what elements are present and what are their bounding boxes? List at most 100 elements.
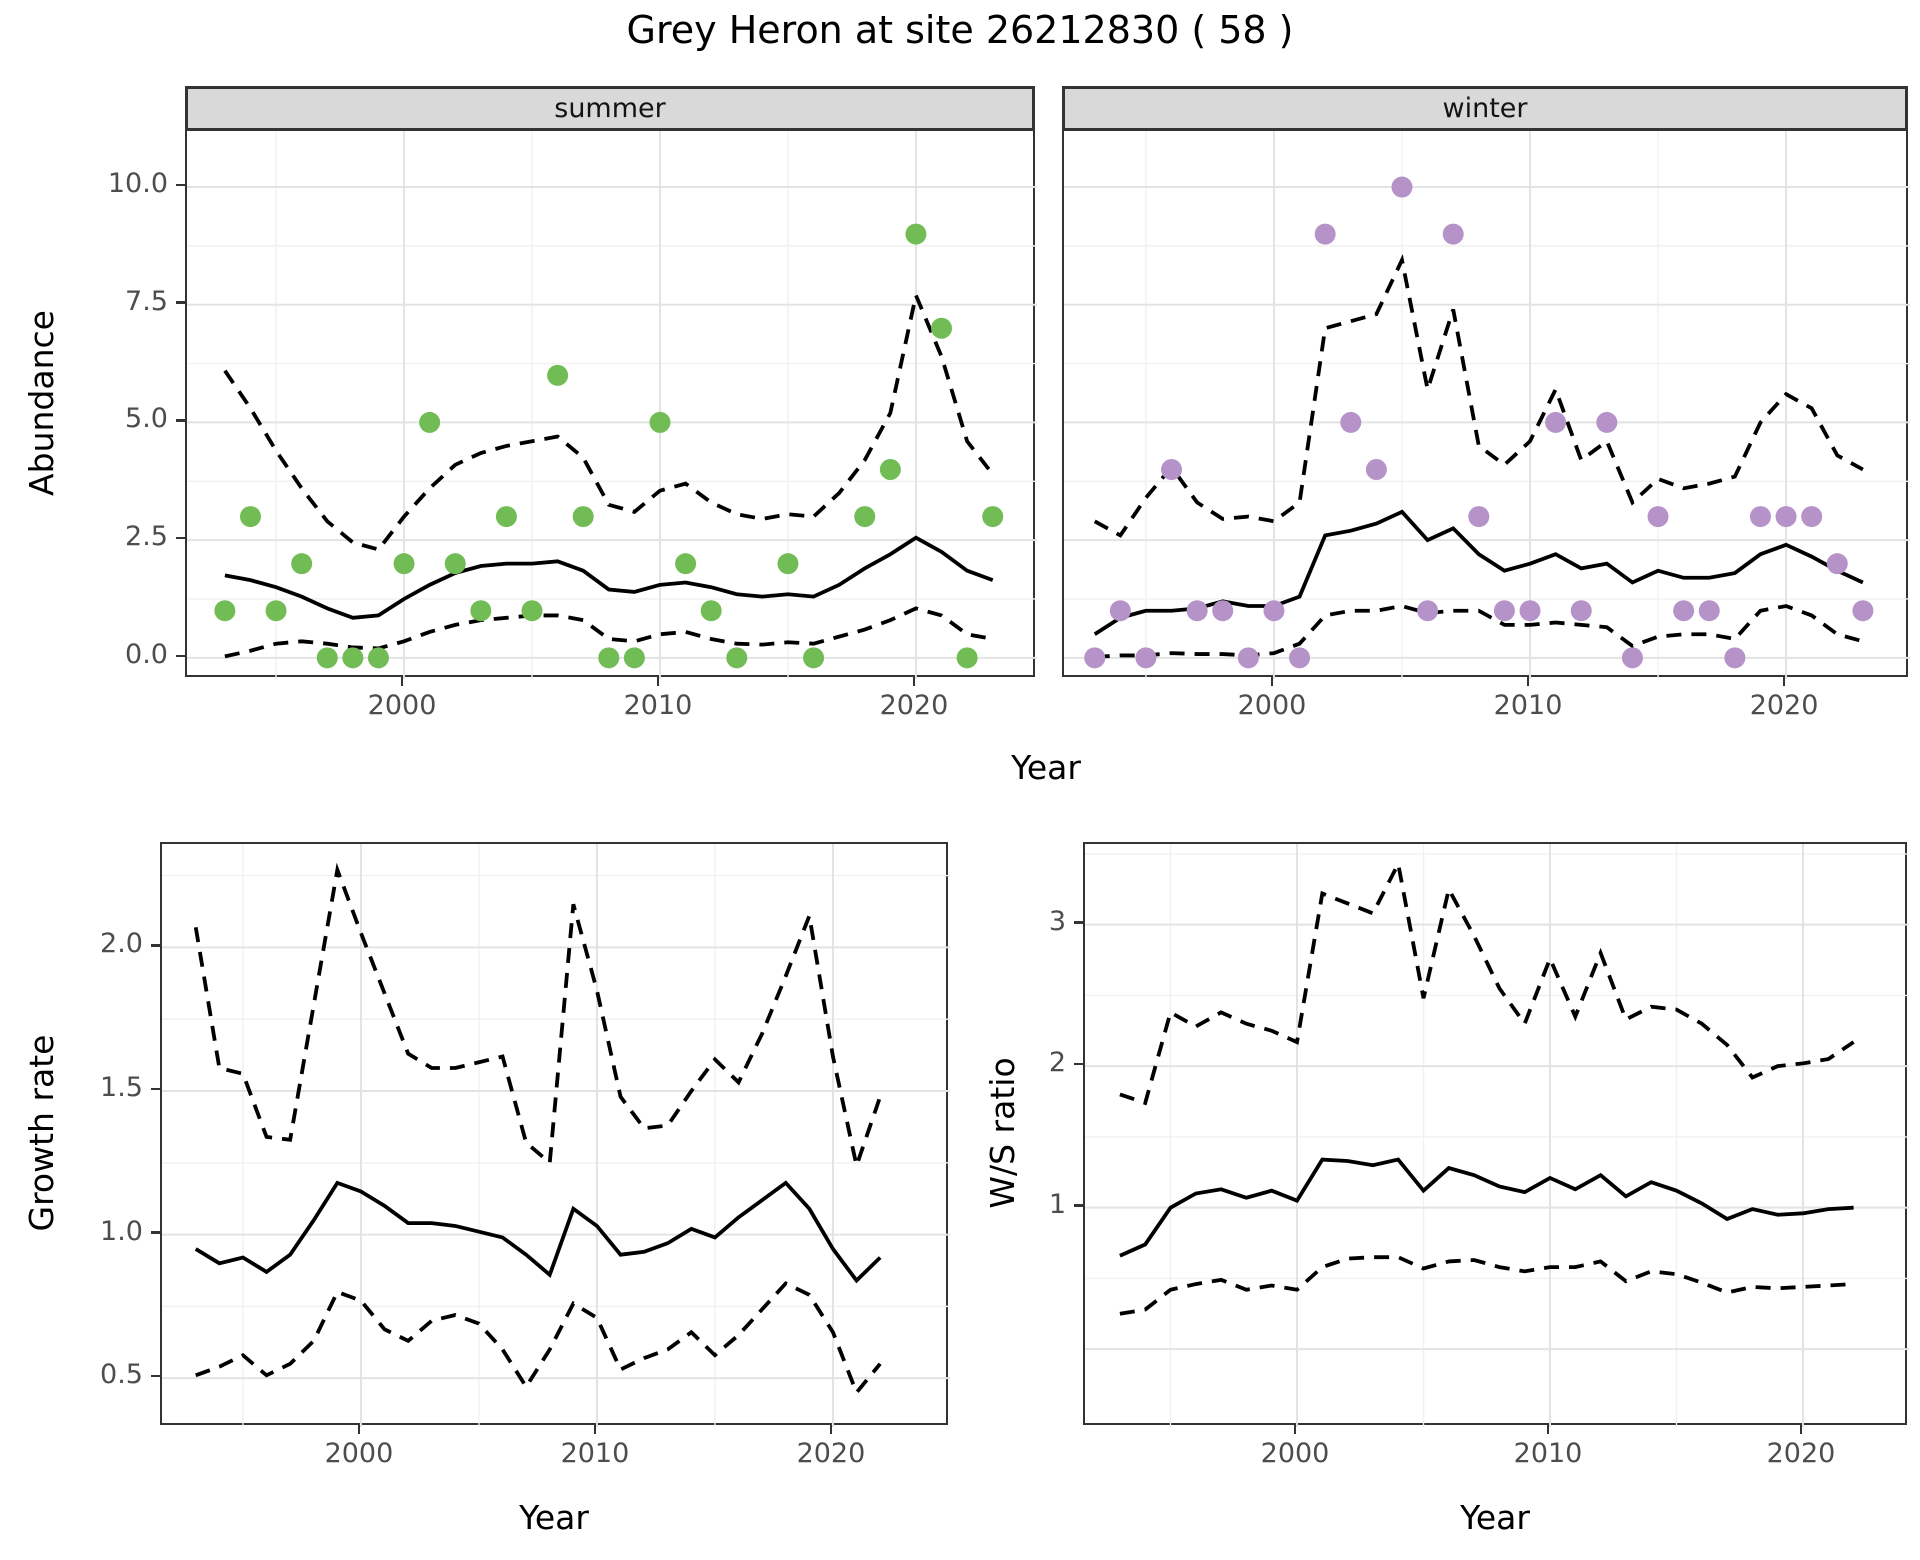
y-tick-label: 2.5 bbox=[125, 521, 168, 553]
x-tick-mark bbox=[1293, 1425, 1297, 1434]
summer-point bbox=[726, 647, 748, 669]
x-tick-mark bbox=[1270, 677, 1274, 686]
winter-point bbox=[1724, 647, 1746, 669]
y-tick-label: 1.5 bbox=[100, 1071, 143, 1103]
y-tick-label: 2 bbox=[1048, 1047, 1066, 1079]
y-axis-title-abundance: Abundance bbox=[22, 310, 61, 496]
x-tick-label: 2000 bbox=[1260, 1438, 1330, 1469]
summer-point bbox=[214, 600, 236, 622]
summer-point bbox=[931, 317, 953, 339]
summer-point bbox=[393, 553, 415, 575]
winter-point bbox=[1826, 553, 1848, 575]
x-tick-label: 2010 bbox=[560, 1438, 630, 1469]
summer-point bbox=[572, 506, 594, 528]
summer-point bbox=[675, 553, 697, 575]
summer-mean-line bbox=[224, 535, 994, 620]
ws-upper95-line bbox=[1119, 857, 1855, 1106]
grid-minor bbox=[187, 131, 1037, 679]
x-tick-label: 2010 bbox=[623, 690, 693, 721]
x-tick-mark bbox=[1546, 1425, 1550, 1434]
summer-point bbox=[777, 553, 799, 575]
grid-major bbox=[187, 131, 1037, 679]
summer-point bbox=[342, 647, 364, 669]
summer-point bbox=[905, 223, 927, 245]
y-tick-mark bbox=[176, 419, 185, 422]
winter-point bbox=[1673, 600, 1695, 622]
y-tick-label: 2.0 bbox=[100, 928, 143, 960]
y-tick-mark bbox=[151, 944, 160, 947]
facet-strip-winter-label: winter bbox=[1442, 93, 1528, 124]
y-tick-mark bbox=[176, 301, 185, 304]
ws-ratio-panel bbox=[1083, 842, 1909, 1427]
grid-minor bbox=[1085, 844, 1909, 1427]
grid-minor bbox=[1064, 131, 1910, 679]
x-tick-label: 2000 bbox=[1237, 690, 1307, 721]
x-axis-title-year-top: Year bbox=[1011, 748, 1081, 787]
y-axis-title-growth-rate: Growth rate bbox=[22, 1034, 61, 1232]
x-tick-mark bbox=[656, 677, 660, 686]
facet-strip-summer: summer bbox=[185, 86, 1035, 131]
page-title: Grey Heron at site 26212830 ( 58 ) bbox=[626, 8, 1294, 52]
winter-point bbox=[1442, 223, 1464, 245]
growth-rate-panel bbox=[160, 842, 950, 1427]
y-tick-label: 7.5 bbox=[125, 285, 168, 317]
winter-point bbox=[1391, 176, 1413, 198]
winter-point bbox=[1519, 600, 1541, 622]
ws-lower95-line bbox=[1119, 1255, 1854, 1316]
y-tick-mark bbox=[1074, 921, 1083, 924]
winter-point bbox=[1212, 600, 1234, 622]
abundance-winter-panel bbox=[1062, 129, 1910, 679]
summer-point bbox=[265, 600, 287, 622]
x-tick-label: 2020 bbox=[796, 1438, 866, 1469]
winter-point bbox=[1340, 411, 1362, 433]
summer-point bbox=[291, 553, 313, 575]
x-tick-mark bbox=[400, 677, 404, 686]
summer-point bbox=[470, 600, 492, 622]
summer-point bbox=[982, 506, 1004, 528]
summer-point bbox=[367, 647, 389, 669]
winter-point bbox=[1237, 647, 1259, 669]
winter-upper95-line bbox=[1093, 253, 1864, 538]
winter-point bbox=[1647, 506, 1669, 528]
winter-point bbox=[1545, 411, 1567, 433]
x-tick-mark bbox=[593, 1425, 597, 1434]
ws-ratio-plot bbox=[1085, 844, 1909, 1427]
winter-point bbox=[1621, 647, 1643, 669]
winter-observation-points bbox=[1084, 176, 1874, 669]
y-tick-label: 1.0 bbox=[100, 1215, 143, 1247]
abundance-summer-panel bbox=[185, 129, 1037, 679]
summer-point bbox=[879, 458, 901, 480]
winter-point bbox=[1186, 600, 1208, 622]
winter-point bbox=[1698, 600, 1720, 622]
summer-point bbox=[956, 647, 978, 669]
summer-point bbox=[547, 364, 569, 386]
y-tick-mark bbox=[151, 1231, 160, 1234]
winter-point bbox=[1365, 458, 1387, 480]
x-tick-mark bbox=[829, 1425, 833, 1434]
summer-point bbox=[803, 647, 825, 669]
winter-point bbox=[1852, 600, 1874, 622]
summer-observation-points bbox=[214, 223, 1004, 669]
x-tick-label: 2000 bbox=[367, 690, 437, 721]
x-tick-label: 2020 bbox=[1766, 1438, 1836, 1469]
grid-major bbox=[162, 844, 950, 1427]
winter-point bbox=[1109, 600, 1131, 622]
x-axis-title-year-growth: Year bbox=[519, 1498, 589, 1537]
grid-minor bbox=[162, 844, 950, 1427]
y-tick-mark bbox=[176, 183, 185, 187]
y-tick-label: 3 bbox=[1048, 905, 1066, 937]
x-tick-label: 2020 bbox=[1749, 690, 1819, 721]
grid-major bbox=[1085, 844, 1909, 1427]
winter-point bbox=[1801, 506, 1823, 528]
x-tick-label: 2010 bbox=[1493, 690, 1563, 721]
summer-point bbox=[521, 600, 543, 622]
facet-strip-winter: winter bbox=[1062, 86, 1908, 131]
growth-rate-plot bbox=[162, 844, 950, 1427]
x-tick-mark bbox=[1526, 677, 1530, 686]
y-tick-mark bbox=[176, 536, 185, 540]
y-tick-label: 10.0 bbox=[107, 168, 168, 200]
y-tick-label: 0.0 bbox=[125, 638, 168, 670]
ws-median-line bbox=[1119, 1157, 1854, 1258]
growth-median-line bbox=[194, 1180, 882, 1284]
